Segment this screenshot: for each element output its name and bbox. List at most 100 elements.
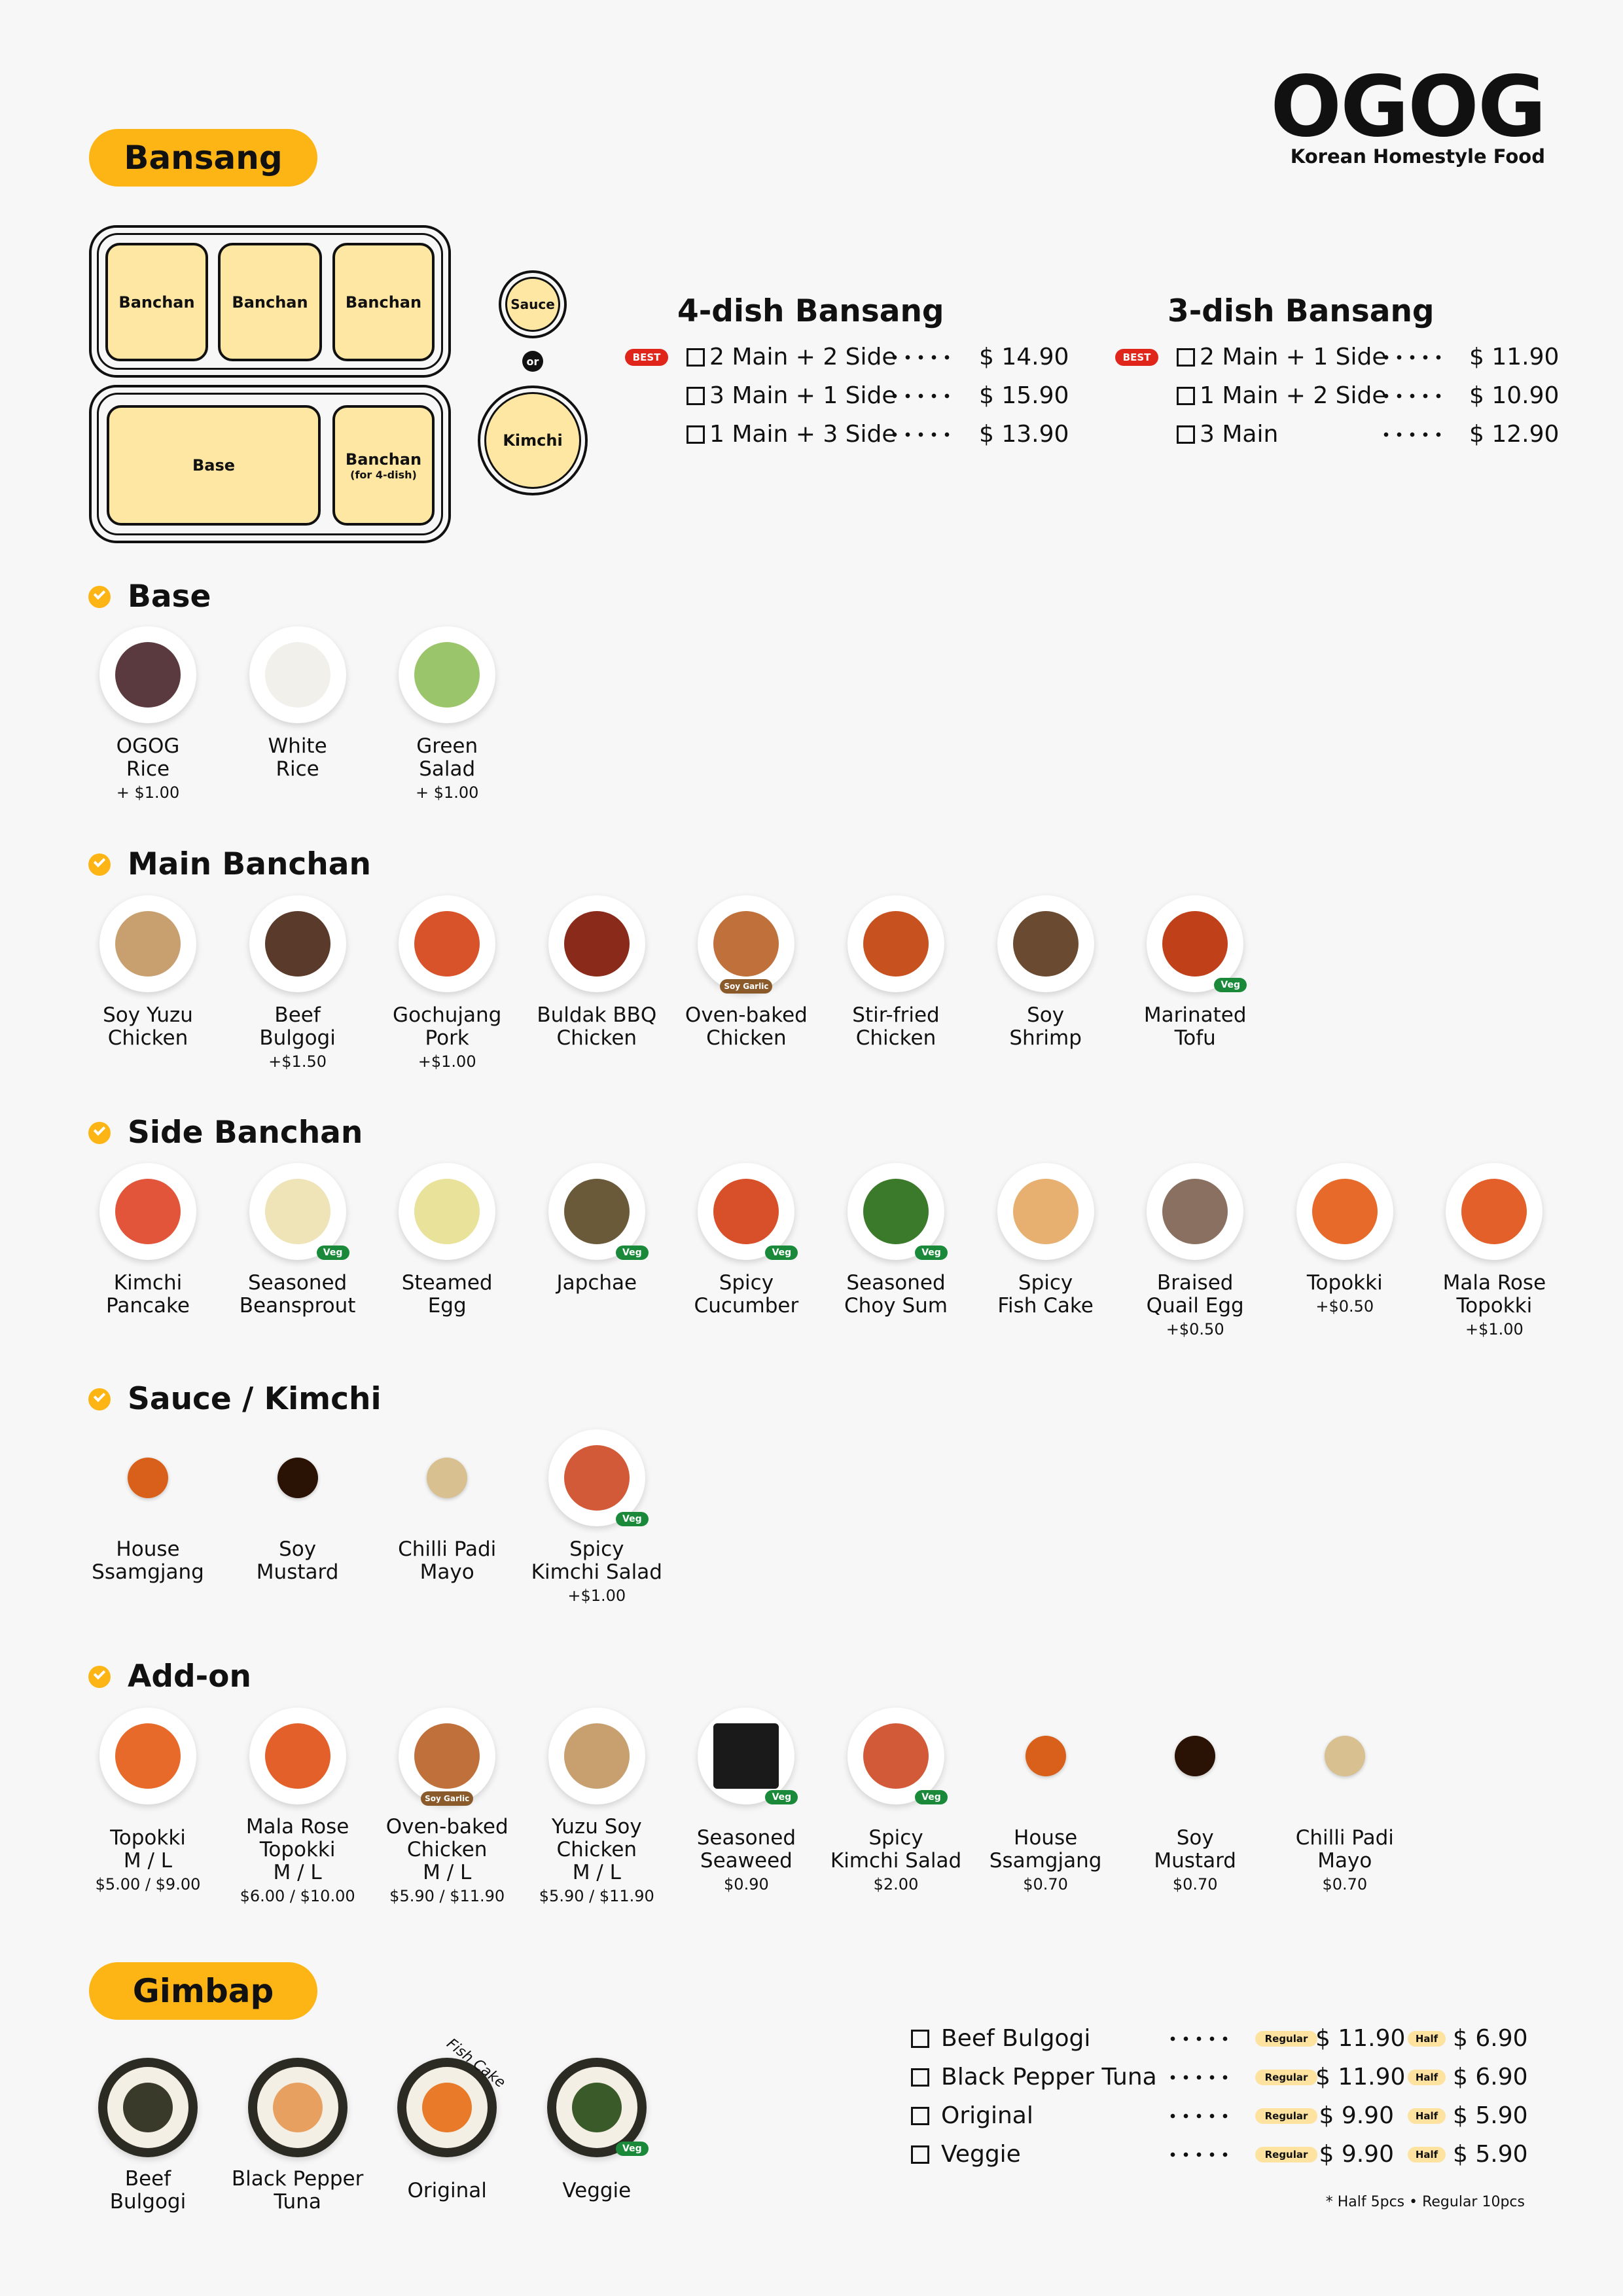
dish-name: Egg [427,1294,467,1318]
size-chip: Regular [1255,2147,1317,2162]
size-chip: Regular [1255,2031,1317,2047]
dish-name: Kimchi Salad [531,1560,662,1584]
dish-name: House [1014,1826,1078,1850]
dish-caption: Seasoned Beansprout [206,1272,389,1318]
leader-dots [1380,355,1442,360]
sauce-dot [1324,1736,1365,1776]
size-chip: Half [1408,2031,1446,2047]
dish-caption: Chilli Padi Mayo [355,1538,539,1584]
dish-name: Rice [276,757,319,781]
leader-dots [1166,2036,1229,2041]
dish-name: M / L [123,1849,173,1873]
dish-caption: Buldak BBQ Chicken [505,1004,688,1050]
dish-name: Seasoned [247,1271,348,1295]
dish-caption: Gochujang Pork +$1.00 [355,1004,539,1073]
option-label: 2 Main + 2 Side [709,344,897,370]
dish-name: Tofu [1174,1026,1216,1050]
dish-price: $2.00 [873,1875,919,1893]
dish-name: Mayo [419,1560,474,1584]
dish-caption: Beef Bulgogi [56,2125,240,2256]
gimbap-name: Black Pepper Tuna [941,2064,1157,2090]
food [563,1723,630,1789]
dish-name: Cucumber [694,1294,799,1318]
gimbap-filling [571,2083,622,2132]
dish-name: Soy [1027,1003,1065,1027]
food [115,642,181,708]
section-title: Add-on [128,1659,251,1695]
slot-label: Banchan [345,293,422,312]
checkbox [687,387,705,405]
checkbox [911,2030,929,2048]
leader-dots [888,393,951,399]
food [563,1179,630,1244]
food [713,1723,779,1789]
food [713,911,779,977]
dish-name: Steamed [401,1271,493,1295]
section-check [88,1666,111,1688]
checkbox [911,2107,929,2125]
food [264,642,330,708]
dish-caption: Braised Quail Egg +$0.50 [1103,1272,1287,1341]
size-chip: Half [1408,2147,1446,2162]
check-mark [93,587,106,600]
section-check [88,1122,111,1144]
set-title: 4-dish Bansang [677,293,944,329]
dish-name: Stir-fried [852,1003,940,1027]
dish-caption: Spicy Cucumber [654,1272,838,1318]
size-chip: Regular [1255,2070,1317,2085]
dish-name: Marinated [1143,1003,1247,1027]
regular-price: $ 9.90 [1319,2141,1394,2168]
dish-caption: Topokki M / L $5.00 / $9.00 [56,1796,240,1927]
checkbox [1177,425,1195,444]
regular-price: $ 11.90 [1315,2025,1406,2052]
dish-name: Soy [1176,1826,1214,1850]
gimbap-filling [422,2083,473,2132]
checkbox [687,348,705,367]
dish-price: +$1.00 [567,1587,626,1605]
option-price: $ 11.90 [1469,344,1560,370]
dish-tag: Veg [765,1246,798,1260]
section-title: Main Banchan [128,846,371,882]
dish-tag: Veg [316,1246,349,1260]
dish-name: Veggie [562,2178,632,2202]
dish-caption: Soy Shrimp [954,1004,1137,1050]
regular-price: $ 11.90 [1315,2064,1406,2090]
brand-tagline: Korean Homestyle Food [1290,145,1545,168]
dish-caption: OGOG Rice + $1.00 [56,735,240,804]
food [414,642,480,708]
checkbox [911,2068,929,2087]
dish-name: Black Pepper [231,2167,364,2191]
dish-name: OGOG [116,734,180,758]
half-price: $ 6.90 [1453,2064,1528,2090]
gimbap-name: Beef Bulgogi [941,2025,1091,2052]
dish-name: Spicy [719,1271,774,1295]
check-mark [93,855,106,868]
dish-name: Chicken [556,1837,637,1861]
dish-price: +$1.50 [268,1052,327,1071]
dish-name: Kimchi Salad [830,1849,962,1873]
dish-name: Mustard [1154,1849,1236,1873]
option-price: $ 14.90 [979,344,1069,370]
dish-name: Bulgogi [109,2190,187,2214]
ring-outer [499,270,567,338]
food [264,911,330,977]
sauce-dot [427,1458,468,1498]
dish-name: Buldak BBQ [537,1003,657,1027]
dish-price: $5.90 / $11.90 [389,1886,505,1905]
section-pill: Bansang [89,129,317,187]
dish-tag: Veg [615,1512,649,1526]
dish-name: Spicy [569,1537,624,1561]
section-title: Sauce / Kimchi [128,1381,382,1417]
dish-name: House [116,1537,180,1561]
leader-dots [1380,393,1442,399]
dish-price: +$1.00 [1465,1320,1524,1338]
dish-name: Topokki [1456,1294,1533,1318]
half-price: $ 5.90 [1453,2102,1528,2129]
option-label: 3 Main + 1 Side [709,382,897,409]
dish-name: Chicken [706,1026,787,1050]
dish-name: Pork [425,1026,469,1050]
dish-name: Oven-baked [385,1814,508,1839]
or-dot: or [522,351,543,372]
dish-name: Choy Sum [844,1294,948,1318]
food [115,1723,181,1789]
